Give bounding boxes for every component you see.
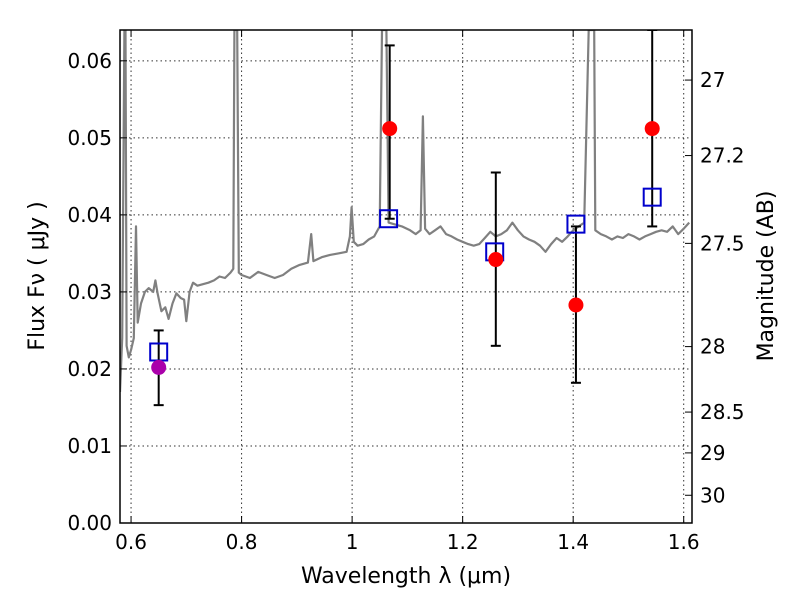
model-point (566, 214, 586, 234)
observed-point (382, 121, 398, 137)
x-tick-label: 1.4 (557, 530, 589, 554)
spectrum-layer (120, 30, 691, 393)
y2-tick-label: 28 (700, 335, 725, 359)
x-tick-label: 1.6 (668, 530, 700, 554)
grid-lines (120, 30, 692, 524)
y2-axis-label: Magnitude (AB) (754, 191, 779, 362)
y-tick-label: 0.02 (67, 357, 112, 381)
axis-ticks: 0.6 0.8 1 1.2 1.4 1.6 0.00 0.01 0.02 0.03 0.04 0.05… (67, 30, 745, 554)
x-axis-label: Wavelength λ (μm) (301, 564, 511, 589)
x-tick-label: 1.2 (447, 530, 479, 554)
observed-point (568, 297, 584, 313)
y2-tick-label: 27 (700, 68, 725, 92)
y2-tick-label: 27.5 (700, 231, 745, 255)
y2-tick-label: 30 (700, 483, 725, 507)
y2-tick-label: 28.5 (700, 400, 745, 424)
y-tick-label: 0.05 (67, 126, 112, 150)
spectrum-line (120, 30, 691, 393)
y2-tick-label: 27.2 (700, 144, 745, 168)
x-tick-label: 0.6 (115, 530, 147, 554)
x-tick-label: 1 (346, 530, 359, 554)
y-tick-label: 0.06 (67, 49, 112, 73)
x-tick-label: 0.8 (226, 530, 258, 554)
model-point (379, 209, 399, 229)
observed-point (151, 359, 167, 375)
observed-point (644, 121, 660, 137)
y-axis-label: Flux Fν ( μJy ) (25, 201, 50, 350)
plot-frame (119, 29, 693, 524)
y-tick-label: 0.01 (67, 434, 112, 458)
model-point (642, 187, 662, 207)
observed-point (488, 252, 504, 268)
y-tick-label: 0.04 (67, 203, 112, 227)
errorbar-layer (153, 30, 658, 407)
observed-points-layer (151, 121, 660, 375)
y2-tick-label: 29 (700, 441, 725, 465)
y-tick-label: 0.00 (67, 511, 112, 535)
y-tick-label: 0.03 (67, 280, 112, 304)
